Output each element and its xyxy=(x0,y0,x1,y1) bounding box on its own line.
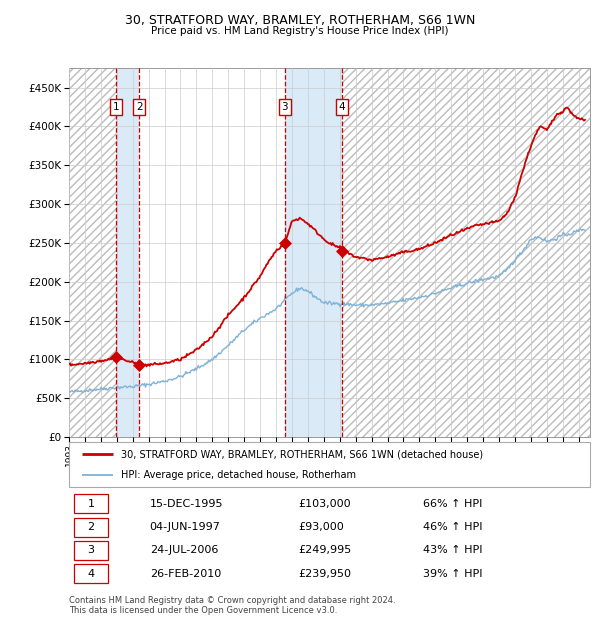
Text: 26-FEB-2010: 26-FEB-2010 xyxy=(150,569,221,579)
Bar xyxy=(139,68,285,437)
Text: 46% ↑ HPI: 46% ↑ HPI xyxy=(423,522,482,532)
Text: 24-JUL-2006: 24-JUL-2006 xyxy=(150,546,218,556)
Text: 3: 3 xyxy=(281,102,288,112)
Text: 04-JUN-1997: 04-JUN-1997 xyxy=(150,522,221,532)
Text: £93,000: £93,000 xyxy=(298,522,344,532)
Bar xyxy=(285,68,342,437)
Text: 43% ↑ HPI: 43% ↑ HPI xyxy=(423,546,482,556)
Text: 4: 4 xyxy=(88,569,95,579)
FancyBboxPatch shape xyxy=(74,564,108,583)
Text: 30, STRATFORD WAY, BRAMLEY, ROTHERHAM, S66 1WN: 30, STRATFORD WAY, BRAMLEY, ROTHERHAM, S… xyxy=(125,14,475,27)
Text: Price paid vs. HM Land Registry's House Price Index (HPI): Price paid vs. HM Land Registry's House … xyxy=(151,26,449,36)
Text: £249,995: £249,995 xyxy=(298,546,352,556)
Text: Contains HM Land Registry data © Crown copyright and database right 2024.: Contains HM Land Registry data © Crown c… xyxy=(69,596,395,606)
Text: 2: 2 xyxy=(88,522,95,532)
Text: 15-DEC-1995: 15-DEC-1995 xyxy=(150,499,223,509)
Bar xyxy=(116,68,139,437)
Bar xyxy=(69,68,116,437)
Text: £239,950: £239,950 xyxy=(298,569,351,579)
Text: 66% ↑ HPI: 66% ↑ HPI xyxy=(423,499,482,509)
Text: 4: 4 xyxy=(339,102,346,112)
Text: 2: 2 xyxy=(136,102,143,112)
Text: 3: 3 xyxy=(88,546,95,556)
Text: This data is licensed under the Open Government Licence v3.0.: This data is licensed under the Open Gov… xyxy=(69,606,337,616)
Text: 1: 1 xyxy=(113,102,119,112)
Text: £103,000: £103,000 xyxy=(298,499,351,509)
Text: 39% ↑ HPI: 39% ↑ HPI xyxy=(423,569,482,579)
Bar xyxy=(342,68,590,437)
FancyBboxPatch shape xyxy=(74,494,108,513)
FancyBboxPatch shape xyxy=(74,518,108,536)
Text: 1: 1 xyxy=(88,499,95,509)
Text: HPI: Average price, detached house, Rotherham: HPI: Average price, detached house, Roth… xyxy=(121,469,356,480)
FancyBboxPatch shape xyxy=(74,541,108,560)
Text: 30, STRATFORD WAY, BRAMLEY, ROTHERHAM, S66 1WN (detached house): 30, STRATFORD WAY, BRAMLEY, ROTHERHAM, S… xyxy=(121,449,483,459)
